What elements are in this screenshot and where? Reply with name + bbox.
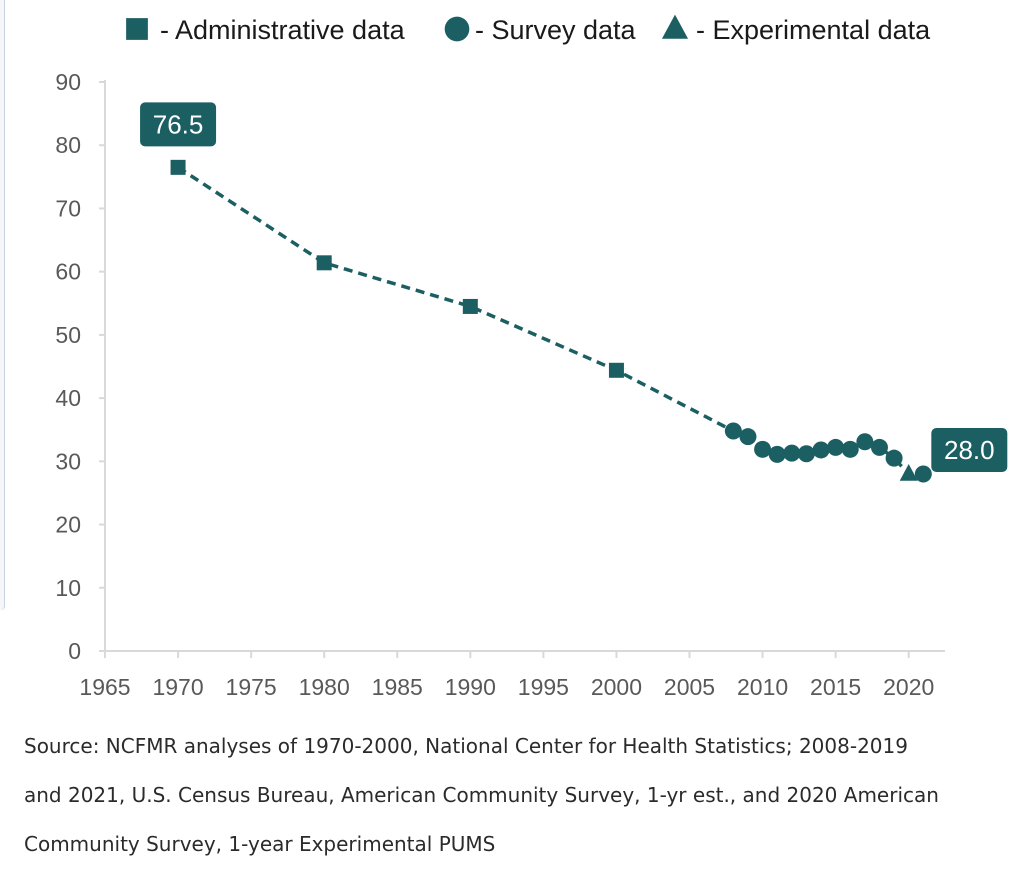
data-label-1: 76.5 <box>153 109 204 139</box>
source-note: Source: NCFMR analyses of 1970-2000, Nat… <box>24 722 1014 869</box>
triangle-data-point <box>899 464 918 481</box>
series-line <box>177 165 924 476</box>
x-tick-label: 1985 <box>372 674 423 700</box>
y-tick-label: 60 <box>55 259 81 285</box>
circle-data-point <box>783 444 801 462</box>
circle-data-point <box>739 428 757 446</box>
x-tick-label: 2005 <box>664 674 715 700</box>
legend-square-marker <box>126 18 148 40</box>
x-tick-label: 1965 <box>79 674 130 700</box>
circle-data-point <box>812 441 830 459</box>
legend-label-2: - Survey data <box>475 15 637 45</box>
circle-data-point <box>768 445 786 463</box>
legend-triangle-marker <box>661 14 689 39</box>
circle-data-point <box>724 422 742 440</box>
x-tick-label: 1970 <box>152 674 203 700</box>
source-line-3: Community Survey, 1-year Experimental PU… <box>24 832 496 856</box>
source-line-2: and 2021, U.S. Census Bureau, American C… <box>24 783 939 807</box>
legend-label-3: - Experimental data <box>696 15 931 45</box>
legend-label-1: - Administrative data <box>160 15 406 45</box>
data-label-box-2 <box>931 427 1008 472</box>
circle-data-point <box>885 449 903 467</box>
data-label-box-1 <box>140 102 217 147</box>
x-tick-label: 1995 <box>518 674 569 700</box>
plot-area: 76.5 28.0 <box>140 102 1008 483</box>
circle-data-point <box>856 433 874 451</box>
x-tick-label: 1975 <box>226 674 277 700</box>
x-tick-label: 2015 <box>810 674 861 700</box>
circle-data-point <box>797 445 815 463</box>
y-tick-label: 30 <box>55 448 81 474</box>
x-tick-label: 1980 <box>299 674 350 700</box>
square-data-point <box>170 159 186 175</box>
y-tick-label: 0 <box>68 638 81 664</box>
circle-data-point <box>841 440 859 458</box>
y-tick-label: 40 <box>55 385 81 411</box>
legend-circle-marker <box>444 16 470 42</box>
source-line-1: Source: NCFMR analyses of 1970-2000, Nat… <box>24 734 908 758</box>
y-tick-label: 20 <box>55 512 81 538</box>
x-tick-label: 2020 <box>883 674 934 700</box>
square-data-point <box>316 255 332 271</box>
data-label-2: 28.0 <box>944 435 995 465</box>
circle-data-point <box>914 465 932 483</box>
x-tick-label: 2010 <box>737 674 788 700</box>
y-tick-label: 50 <box>55 322 81 348</box>
chart-axes: 0 10 20 30 40 50 60 70 80 90 1965 1970 1975 1980 1985 1… <box>55 69 945 700</box>
x-tick-label: 2000 <box>591 674 642 700</box>
square-data-point <box>608 362 624 378</box>
circle-data-point <box>754 440 772 458</box>
square-data-point <box>462 298 478 314</box>
y-tick-label: 90 <box>55 69 81 95</box>
chart-legend: - Administrative data - Survey data - Expe… <box>126 14 931 45</box>
window-edge <box>0 0 5 610</box>
y-tick-label: 80 <box>55 132 81 158</box>
circle-data-point <box>870 438 888 456</box>
x-tick-label: 1990 <box>445 674 496 700</box>
circle-data-point <box>827 438 845 456</box>
y-tick-label: 10 <box>55 575 81 601</box>
y-tick-label: 70 <box>55 195 81 221</box>
